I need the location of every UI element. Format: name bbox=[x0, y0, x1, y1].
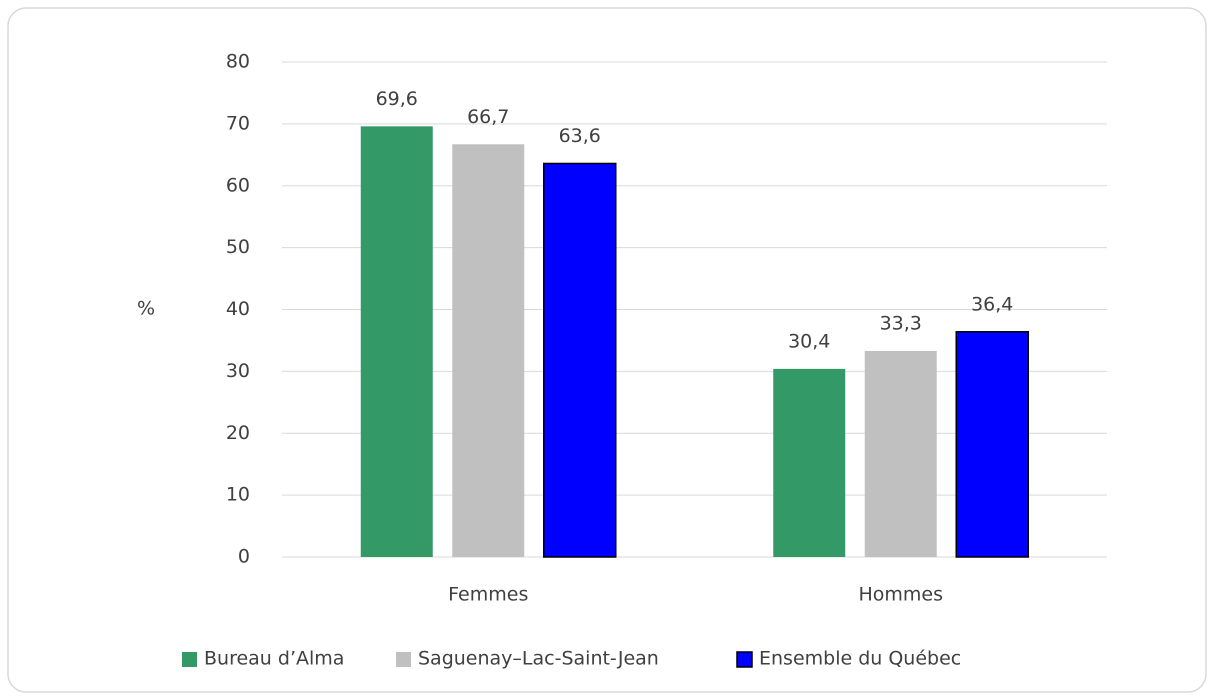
x-tick-label: Hommes bbox=[858, 584, 943, 606]
bar bbox=[360, 126, 433, 557]
bar bbox=[955, 331, 1029, 558]
legend-swatch bbox=[396, 652, 411, 667]
legend-label: Saguenay–Lac-Saint-Jean bbox=[418, 648, 659, 670]
value-label: 69,6 bbox=[376, 88, 418, 110]
value-label: 66,7 bbox=[467, 106, 509, 128]
y-tick-label: 60 bbox=[226, 174, 250, 196]
y-tick-label: 40 bbox=[226, 298, 250, 320]
y-tick-label: 0 bbox=[238, 546, 250, 568]
x-tick-label: Femmes bbox=[448, 584, 528, 606]
y-tick-label: 10 bbox=[226, 484, 250, 506]
value-label: 63,6 bbox=[559, 125, 601, 147]
y-tick-label: 50 bbox=[226, 236, 250, 258]
y-tick-label: 30 bbox=[226, 360, 250, 382]
value-label: 36,4 bbox=[971, 293, 1013, 315]
bar bbox=[773, 368, 846, 557]
bar bbox=[452, 144, 525, 557]
legend-label: Ensemble du Québec bbox=[759, 648, 961, 670]
value-label: 30,4 bbox=[788, 330, 830, 352]
legend-swatch bbox=[182, 652, 197, 667]
value-label: 33,3 bbox=[880, 312, 922, 334]
legend-label: Bureau d’Alma bbox=[204, 648, 344, 670]
legend-swatch bbox=[736, 651, 753, 668]
bar bbox=[864, 350, 937, 557]
bar bbox=[543, 162, 617, 558]
y-axis-label: % bbox=[137, 298, 155, 320]
y-tick-label: 70 bbox=[226, 112, 250, 134]
y-tick-label: 80 bbox=[226, 51, 250, 73]
y-tick-label: 20 bbox=[226, 422, 250, 444]
